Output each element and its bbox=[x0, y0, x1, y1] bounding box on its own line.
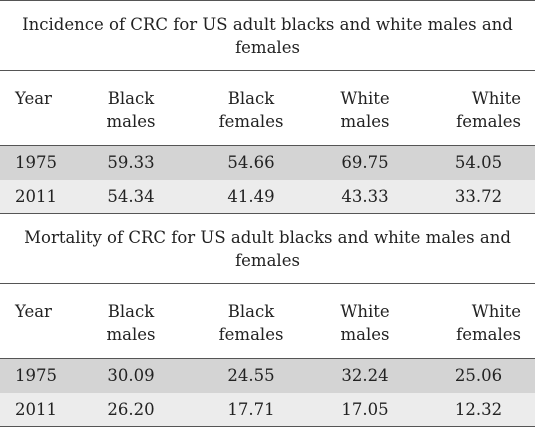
header-line1: White bbox=[340, 302, 390, 321]
mortality-caption: Mortality of CRC for US adult blacks and… bbox=[0, 214, 535, 284]
header-line2: females bbox=[456, 112, 521, 131]
cell-year: 1975 bbox=[15, 366, 57, 385]
table-row: 1975 59.33 54.66 69.75 54.05 bbox=[0, 146, 535, 180]
header-white-males: White males bbox=[308, 87, 422, 145]
header-line1: White bbox=[471, 89, 521, 108]
incidence-caption: Incidence of CRC for US adult blacks and… bbox=[0, 1, 535, 71]
header-year: Year bbox=[0, 300, 68, 358]
header-line2: males bbox=[106, 112, 156, 131]
header-year-label: Year bbox=[15, 89, 52, 108]
cell-white-males: 17.05 bbox=[341, 400, 389, 419]
header-line1: White bbox=[471, 302, 521, 321]
cell-black-males: 54.34 bbox=[107, 187, 155, 206]
header-line1: Black bbox=[107, 89, 155, 108]
header-line2: males bbox=[340, 112, 390, 131]
header-line2: females bbox=[218, 112, 284, 131]
header-white-males: White males bbox=[308, 300, 422, 358]
cell-year: 2011 bbox=[15, 400, 57, 419]
cell-white-males: 32.24 bbox=[341, 366, 389, 385]
cell-black-males: 26.20 bbox=[107, 400, 155, 419]
cell-black-females: 17.71 bbox=[227, 400, 275, 419]
header-black-females: Black females bbox=[194, 300, 308, 358]
header-black-females: Black females bbox=[194, 87, 308, 145]
header-line2: females bbox=[456, 325, 521, 344]
cell-white-females: 33.72 bbox=[454, 187, 503, 206]
header-year-label: Year bbox=[15, 302, 52, 321]
cell-white-males: 69.75 bbox=[341, 153, 389, 172]
cell-black-females: 24.55 bbox=[227, 366, 275, 385]
header-white-females: White females bbox=[422, 300, 535, 358]
cell-black-males: 59.33 bbox=[107, 153, 155, 172]
header-black-males: Black males bbox=[68, 300, 194, 358]
cell-black-females: 41.49 bbox=[227, 187, 275, 206]
cell-white-females: 12.32 bbox=[454, 400, 503, 419]
header-white-females: White females bbox=[422, 87, 535, 145]
header-year: Year bbox=[0, 87, 68, 145]
header-line2: males bbox=[106, 325, 156, 344]
mortality-header-row: Year Black males Black females White mal… bbox=[0, 284, 535, 359]
header-line1: Black bbox=[107, 302, 155, 321]
cell-year: 2011 bbox=[15, 187, 57, 206]
incidence-header-row: Year Black males Black females White mal… bbox=[0, 71, 535, 146]
cell-year: 1975 bbox=[15, 153, 57, 172]
cell-white-females: 54.05 bbox=[454, 153, 503, 172]
header-line2: females bbox=[218, 325, 284, 344]
header-line2: males bbox=[340, 325, 390, 344]
cell-white-males: 43.33 bbox=[341, 187, 389, 206]
cell-black-females: 54.66 bbox=[227, 153, 275, 172]
table-row: 2011 26.20 17.71 17.05 12.32 bbox=[0, 393, 535, 427]
header-line1: White bbox=[340, 89, 390, 108]
cell-white-females: 25.06 bbox=[454, 366, 503, 385]
cell-black-males: 30.09 bbox=[107, 366, 155, 385]
table-row: 2011 54.34 41.49 43.33 33.72 bbox=[0, 180, 535, 214]
table-row: 1975 30.09 24.55 32.24 25.06 bbox=[0, 359, 535, 393]
header-black-males: Black males bbox=[68, 87, 194, 145]
header-line1: Black bbox=[227, 302, 275, 321]
header-line1: Black bbox=[227, 89, 275, 108]
